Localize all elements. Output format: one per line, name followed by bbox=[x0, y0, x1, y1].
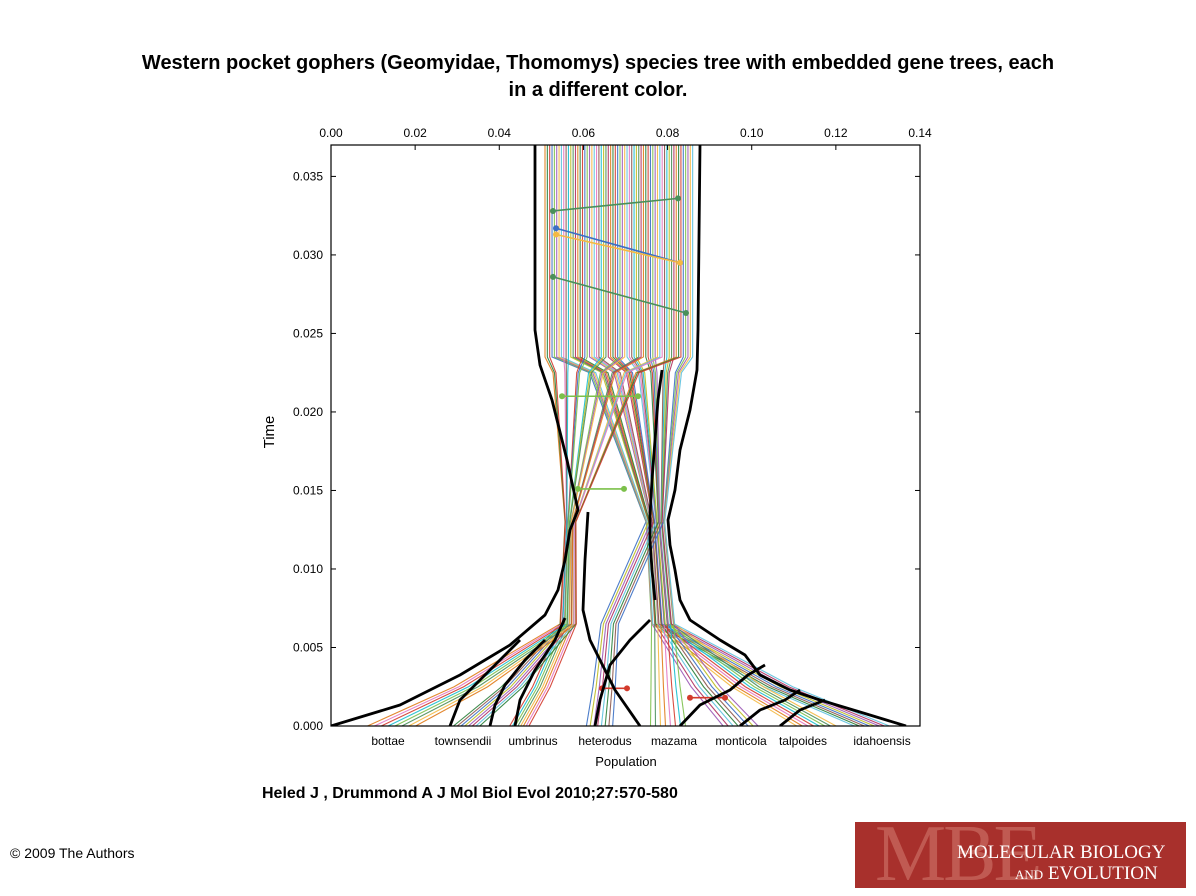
x-tick-label: 0.00 bbox=[319, 126, 343, 140]
x-tick-label: 0.12 bbox=[824, 126, 848, 140]
logo-evolution: EVOLUTION bbox=[1043, 863, 1158, 884]
x-tick-label: 0.10 bbox=[740, 126, 764, 140]
population-label-monticola: monticola bbox=[715, 734, 767, 748]
x-tick-label: 0.14 bbox=[908, 126, 932, 140]
population-label-bottae: bottae bbox=[371, 734, 405, 748]
gene-strand bbox=[598, 145, 865, 726]
chart-axes: 0.00 0.02 0.04 0.06 0.08 0.10 0.12 0.14 0.000 0.0… bbox=[293, 126, 932, 748]
coalescence-link bbox=[552, 197, 679, 212]
coalescence-node bbox=[550, 207, 556, 214]
y-axis-label: Time bbox=[261, 416, 278, 449]
y-tick-label: 0.005 bbox=[293, 640, 323, 654]
population-label-idahoensis: idahoensis bbox=[853, 734, 910, 748]
species-boundary bbox=[448, 639, 521, 726]
species-boundary bbox=[779, 698, 826, 726]
coalescence-link bbox=[555, 233, 681, 264]
species-boundary bbox=[648, 369, 664, 601]
species-boundary bbox=[513, 617, 567, 726]
coalescence-node bbox=[635, 393, 641, 400]
title-line-2: in a different color. bbox=[508, 79, 688, 101]
y-tick-label: 0.035 bbox=[293, 169, 323, 183]
gene-strand bbox=[661, 145, 885, 726]
gene-tree-lines bbox=[367, 145, 890, 726]
y-tick-label: 0.015 bbox=[293, 483, 323, 497]
gene-strand bbox=[635, 145, 875, 726]
x-tick-label: 0.02 bbox=[403, 126, 427, 140]
y-tick-label: 0.010 bbox=[293, 562, 323, 576]
gene-strand bbox=[511, 145, 569, 726]
y-tick-label: 0.030 bbox=[293, 248, 323, 262]
population-label-mazama: mazama bbox=[651, 734, 697, 748]
coalescence-node bbox=[553, 225, 559, 232]
coalescence-node bbox=[675, 195, 681, 202]
y-tick-label: 0.020 bbox=[293, 405, 323, 419]
gene-strand bbox=[520, 145, 626, 726]
species-boundary bbox=[678, 663, 766, 726]
coalescence-node bbox=[550, 273, 556, 280]
coalescence-link bbox=[552, 276, 687, 314]
population-label-townsendii: townsendii bbox=[435, 734, 492, 748]
gene-strand bbox=[517, 145, 607, 726]
coalescence-node bbox=[677, 259, 683, 266]
title-line-1: Western pocket gophers (Geomyidae, Thomo… bbox=[141, 52, 1055, 74]
gene-strand bbox=[509, 145, 566, 726]
gene-strand bbox=[514, 145, 588, 726]
gene-strand bbox=[664, 145, 890, 726]
gene-strand bbox=[614, 145, 814, 726]
logo-and: AND bbox=[1015, 867, 1044, 882]
copyright: © 2009 The Authors bbox=[10, 845, 135, 861]
species-boundary bbox=[739, 688, 801, 726]
coalescence-node bbox=[621, 485, 627, 492]
plot-frame bbox=[330, 144, 921, 727]
coalescence-node bbox=[575, 485, 581, 492]
coalescence-node bbox=[687, 694, 693, 701]
coalescence-node bbox=[559, 393, 565, 400]
logo-line-1: MOLECULAR BIOLOGY bbox=[957, 842, 1166, 863]
gene-strand bbox=[456, 145, 568, 726]
figure-title: Western pocket gophers (Geomyidae, Thomo… bbox=[20, 50, 1176, 104]
journal-logo: MBE MOLECULAR BIOLOGY AND EVOLUTION bbox=[855, 822, 1186, 888]
species-boundary bbox=[331, 145, 580, 726]
logo-line-2: AND EVOLUTION bbox=[1015, 863, 1158, 885]
population-label-talpoides: talpoides bbox=[779, 734, 827, 748]
gene-strand bbox=[528, 145, 682, 726]
logo-letters: MBE bbox=[875, 822, 1042, 888]
x-tick-label: 0.04 bbox=[488, 126, 512, 140]
species-boundary bbox=[593, 619, 651, 726]
x-axis-label: Population bbox=[595, 754, 656, 769]
y-tick-label: 0.025 bbox=[293, 326, 323, 340]
x-tick-label: 0.08 bbox=[656, 126, 680, 140]
coalescence-node bbox=[722, 694, 728, 701]
x-tick-label: 0.06 bbox=[572, 126, 596, 140]
citation: Heled J , Drummond A J Mol Biol Evol 201… bbox=[262, 785, 678, 802]
coalescence-node bbox=[624, 685, 630, 692]
gene-strand bbox=[617, 145, 870, 726]
gene-strand bbox=[394, 145, 621, 726]
species-boundary bbox=[488, 639, 546, 726]
population-label-heterodus: heterodus bbox=[578, 734, 631, 748]
coalescence-node bbox=[553, 231, 559, 238]
gene-strand bbox=[661, 145, 831, 726]
gene-strand bbox=[374, 145, 568, 726]
coalescence-link bbox=[555, 227, 681, 264]
y-tick-label: 0.000 bbox=[293, 719, 323, 733]
species-tree-outline bbox=[331, 145, 907, 726]
coalescence-node bbox=[683, 310, 689, 317]
population-label-umbrinus: umbrinus bbox=[508, 734, 557, 748]
species-boundary bbox=[581, 511, 642, 726]
